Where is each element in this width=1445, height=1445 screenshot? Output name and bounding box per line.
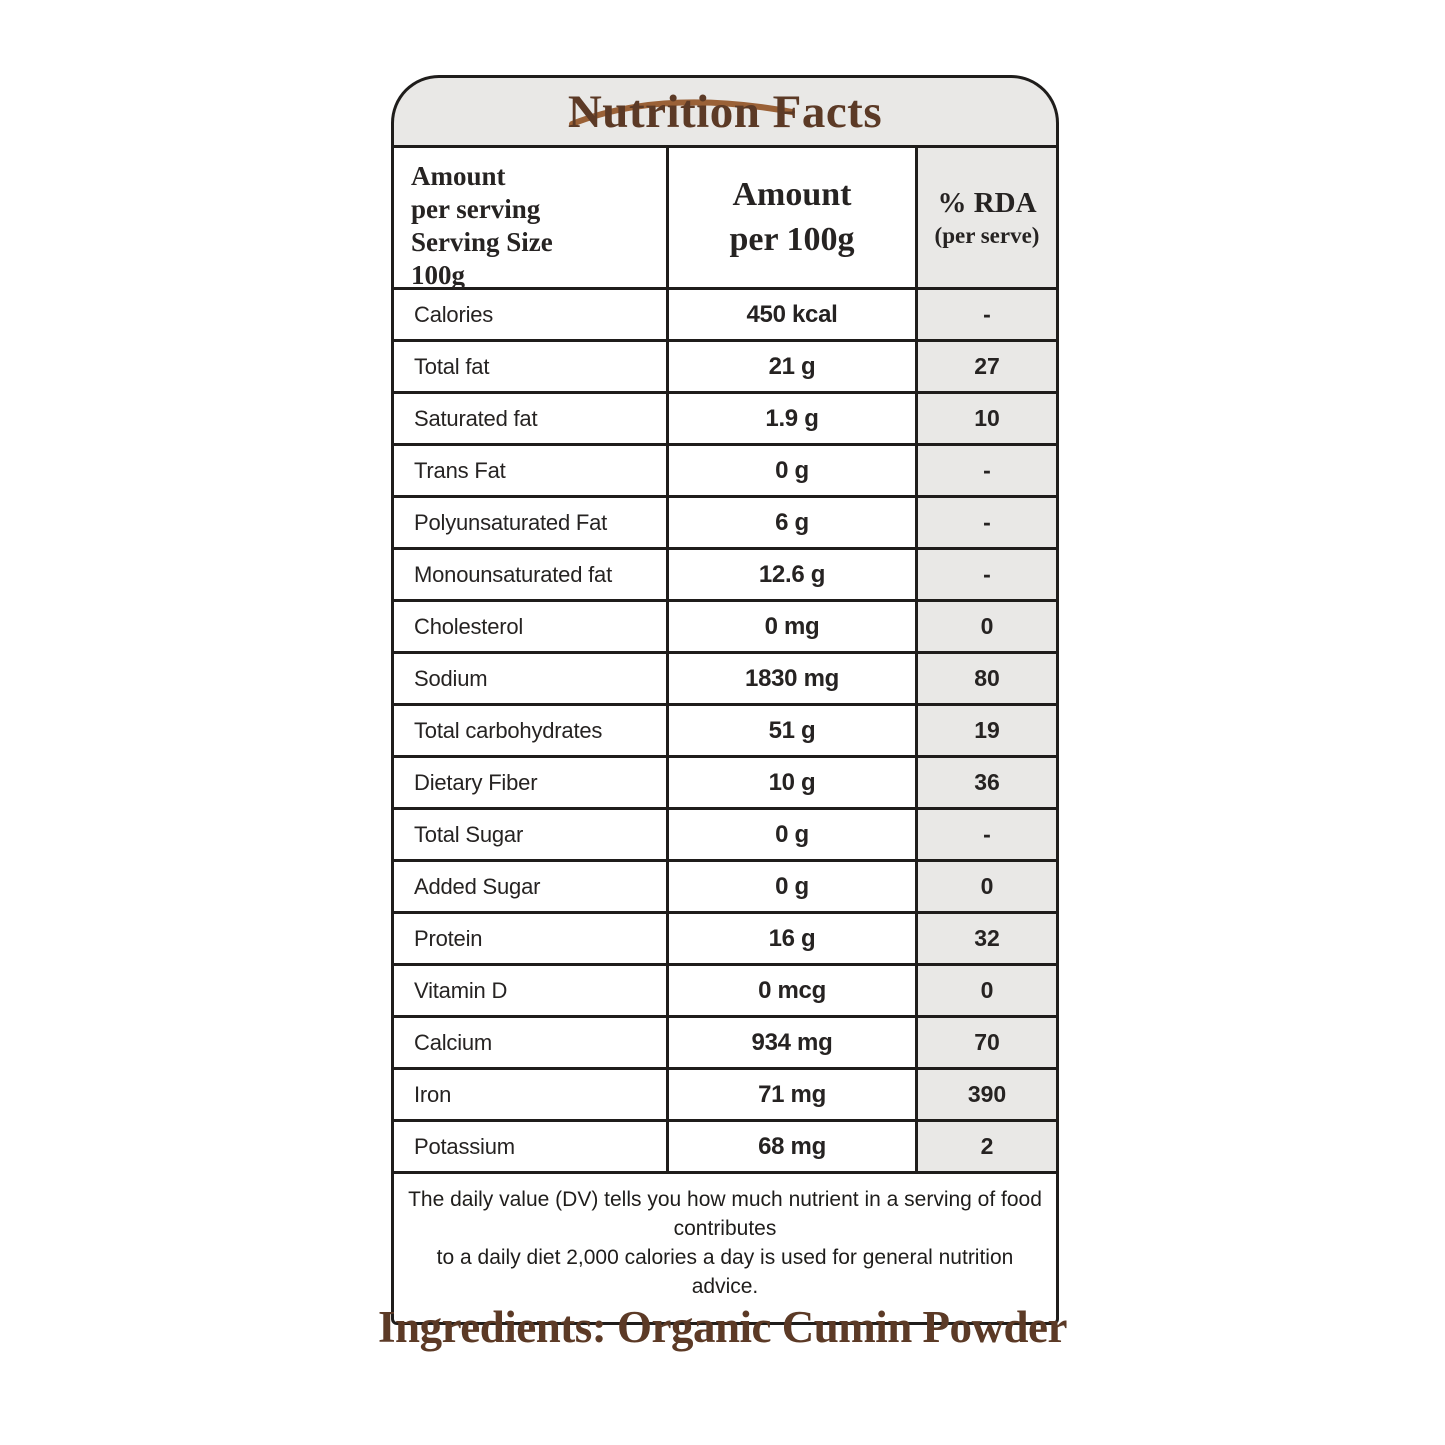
- header-rda: % RDA (per serve): [918, 148, 1056, 287]
- nutrient-label: Protein: [394, 914, 666, 963]
- nutrient-label: Vitamin D: [394, 966, 666, 1015]
- nutrient-rda: 2: [918, 1122, 1056, 1171]
- nutrient-amount: 1.9 g: [669, 394, 915, 443]
- nutrient-label: Iron: [394, 1070, 666, 1119]
- nutrient-rda: -: [918, 498, 1056, 547]
- page-title: Nutrition Facts: [567, 85, 883, 138]
- nutrient-amount: 1830 mg: [669, 654, 915, 703]
- nutrient-amount: 10 g: [669, 758, 915, 807]
- header-amount-per-serving: Amount per serving Serving Size 100g: [394, 148, 666, 290]
- header-amount-per-100g: Amount per 100g: [669, 148, 915, 287]
- footnote-line: The daily value (DV) tells you how much …: [408, 1188, 1042, 1240]
- header-rda-subtitle: (per serve): [934, 222, 1040, 248]
- nutrient-amount: 0 mg: [669, 602, 915, 651]
- nutrient-rda: 0: [918, 602, 1056, 651]
- nutrient-amount: 68 mg: [669, 1122, 915, 1171]
- header-rda-title: % RDA: [937, 186, 1037, 219]
- nutrient-label: Monounsaturated fat: [394, 550, 666, 599]
- title-swoosh-decoration: [569, 99, 795, 127]
- header-line: Amount: [411, 161, 506, 191]
- nutrition-facts-header-band: Nutrition Facts: [394, 78, 1056, 145]
- nutrient-amount: 6 g: [669, 498, 915, 547]
- nutrient-label: Trans Fat: [394, 446, 666, 495]
- nutrient-rda: -: [918, 550, 1056, 599]
- nutrient-rda: 10: [918, 394, 1056, 443]
- ingredients-line: Ingredients: Organic Cumin Powder: [378, 1302, 1067, 1352]
- nutrient-label: Calcium: [394, 1018, 666, 1067]
- nutrient-rda: 390: [918, 1070, 1056, 1119]
- nutrient-label: Sodium: [394, 654, 666, 703]
- nutrient-rda: 70: [918, 1018, 1056, 1067]
- nutrient-rda: -: [918, 446, 1056, 495]
- header-line: Amount: [732, 176, 852, 214]
- nutrient-amount: 12.6 g: [669, 550, 915, 599]
- nutrient-label: Polyunsaturated Fat: [394, 498, 666, 547]
- footnote-line: to a daily diet 2,000 calories a day is …: [436, 1245, 1014, 1298]
- nutrient-amount: 0 g: [669, 862, 915, 911]
- header-line: Serving Size: [411, 226, 553, 257]
- nutrient-amount: 450 kcal: [669, 290, 915, 339]
- nutrition-grid: Amount per serving Serving Size 100g Amo…: [394, 148, 1056, 1171]
- header-line: per serving: [411, 193, 541, 224]
- nutrient-amount: 0 g: [669, 810, 915, 859]
- nutrient-rda: 19: [918, 706, 1056, 755]
- nutrient-label: Dietary Fiber: [394, 758, 666, 807]
- nutrient-label: Saturated fat: [394, 394, 666, 443]
- nutrition-facts-panel: Nutrition Facts Amount per serving Servi…: [391, 75, 1059, 1325]
- nutrient-rda: 80: [918, 654, 1056, 703]
- nutrient-amount: 51 g: [669, 706, 915, 755]
- nutrient-rda: 0: [918, 966, 1056, 1015]
- nutrient-label: Calories: [394, 290, 666, 339]
- nutrient-label: Total carbohydrates: [394, 706, 666, 755]
- nutrient-label: Cholesterol: [394, 602, 666, 651]
- nutrient-label: Potassium: [394, 1122, 666, 1171]
- nutrient-label: Total Sugar: [394, 810, 666, 859]
- nutrient-label: Total fat: [394, 342, 666, 391]
- nutrient-rda: 32: [918, 914, 1056, 963]
- nutrient-rda: -: [918, 290, 1056, 339]
- nutrient-rda: -: [918, 810, 1056, 859]
- nutrient-rda: 36: [918, 758, 1056, 807]
- nutrient-amount: 0 g: [669, 446, 915, 495]
- nutrient-rda: 0: [918, 862, 1056, 911]
- nutrient-label: Added Sugar: [394, 862, 666, 911]
- daily-value-footnote: The daily value (DV) tells you how much …: [394, 1174, 1056, 1322]
- header-line: 100g: [411, 259, 465, 290]
- nutrient-amount: 934 mg: [669, 1018, 915, 1067]
- nutrient-rda: 27: [918, 342, 1056, 391]
- nutrient-amount: 21 g: [669, 342, 915, 391]
- nutrient-amount: 16 g: [669, 914, 915, 963]
- header-line: per 100g: [729, 220, 855, 258]
- nutrient-amount: 0 mcg: [669, 966, 915, 1015]
- nutrient-amount: 71 mg: [669, 1070, 915, 1119]
